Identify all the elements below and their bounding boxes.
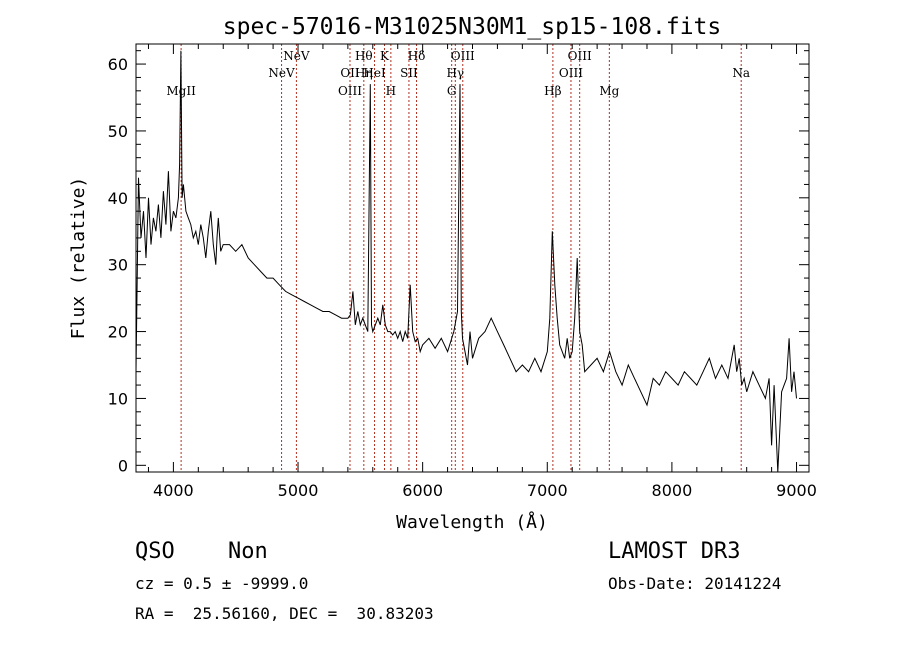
x-tick-label-4: 8000 <box>652 481 693 500</box>
plot-frame <box>135 43 810 473</box>
x-tick-label-1: 5000 <box>278 481 319 500</box>
line-label-9-0: Hδ <box>408 49 426 63</box>
line-label-4-0: Hθ <box>355 49 373 63</box>
x-tick-label-3: 7000 <box>527 481 568 500</box>
line-label-11-0: Hγ <box>446 66 464 80</box>
spectrum-series-line <box>135 50 797 473</box>
ra-dec-coordinates: RA = 25.56160, DEC = 30.83203 <box>135 604 434 623</box>
x-axis-ticks: 4000 5000 6000 7000 8000 9000 <box>147 44 817 500</box>
redshift-cz: cz = 0.5 ± -9999.0 <box>135 574 309 593</box>
line-label-16-0: Mg <box>599 84 619 98</box>
y-tick-label-2: 20 <box>108 323 128 342</box>
x-tick-label-5: 9000 <box>776 481 817 500</box>
line-label-15-0: OIII <box>568 49 592 63</box>
survey-name: LAMOST DR3 <box>608 539 741 564</box>
object-class: QSO <box>135 539 175 564</box>
y-tick-label-5: 50 <box>108 122 128 141</box>
y-tick-label-6: 60 <box>108 55 128 74</box>
line-label-5-0: HeI <box>363 66 386 80</box>
y-tick-label-0: 0 <box>118 456 128 475</box>
x-tick-label-2: 6000 <box>402 481 443 500</box>
observation-date: Obs-Date: 20141224 <box>608 574 782 593</box>
emission-line-markers <box>180 44 742 472</box>
line-label-17-0: Na <box>732 66 750 80</box>
emission-line-labels: MgIINeVNeVOIIOIIIHθHηHeIKHSIIHδGHγOIIIHβ… <box>166 49 750 98</box>
line-label-14-0: OIII <box>559 66 583 80</box>
line-label-3-0: OII <box>340 66 360 80</box>
y-tick-label-3: 30 <box>108 256 128 275</box>
x-axis-label: Wavelength (Å) <box>396 511 548 533</box>
y-axis-label: Flux (relative) <box>68 177 89 340</box>
y-tick-label-1: 10 <box>108 389 128 408</box>
chart-title: spec-57016-M31025N30M1_sp15-108.fits <box>223 14 722 40</box>
line-label-12-0: OIII <box>451 49 475 63</box>
line-label-2-0: NeV <box>283 49 310 63</box>
line-label-1-0: NeV <box>268 66 295 80</box>
line-label-7-0: H <box>386 84 396 98</box>
line-label-4-1: Hη <box>355 66 373 80</box>
line-label-8-0: SII <box>400 66 418 80</box>
y-axis-ticks: 0 10 20 30 40 50 60 <box>108 50 809 475</box>
line-label-3-1: OIII <box>338 84 362 98</box>
x-tick-label-0: 4000 <box>153 481 194 500</box>
y-tick-label-4: 40 <box>108 189 128 208</box>
line-label-13-0: Hβ <box>544 84 561 98</box>
line-label-10-0: G <box>447 84 457 98</box>
object-subclass: Non <box>228 539 268 564</box>
line-label-6-0: K <box>380 49 390 63</box>
